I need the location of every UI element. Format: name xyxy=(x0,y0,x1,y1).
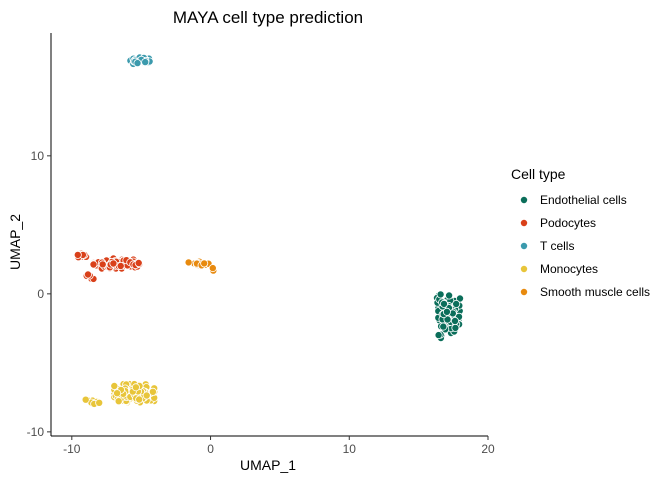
data-points xyxy=(73,53,464,408)
data-point xyxy=(109,259,118,268)
y-tick-label: 0 xyxy=(37,287,44,301)
data-point xyxy=(81,395,90,404)
data-point xyxy=(452,299,461,308)
data-point xyxy=(142,391,151,400)
chart-title: MAYA cell type prediction xyxy=(173,8,363,27)
data-point xyxy=(116,261,125,270)
data-point xyxy=(439,299,448,308)
legend-entry-label: Endothelial cells xyxy=(540,193,627,207)
legend-key xyxy=(520,242,528,250)
data-point xyxy=(445,291,454,300)
data-point xyxy=(434,331,443,340)
x-tick-label: 10 xyxy=(343,442,357,456)
data-point xyxy=(113,389,122,398)
data-point xyxy=(208,264,217,273)
data-point xyxy=(141,58,150,67)
axes: -10 0 10 20 -10 0 10 xyxy=(27,33,495,456)
data-point xyxy=(98,260,107,269)
data-point xyxy=(89,260,98,269)
y-tick-label: 10 xyxy=(31,149,45,163)
y-tick-label: -10 xyxy=(27,425,45,439)
data-point xyxy=(443,315,452,324)
x-tick-label: -10 xyxy=(63,442,81,456)
legend-entry-label: T cells xyxy=(540,239,574,253)
data-point xyxy=(451,323,460,332)
data-point xyxy=(184,258,193,267)
data-point xyxy=(450,316,459,325)
data-point xyxy=(95,398,104,407)
legend-entry-label: Podocytes xyxy=(540,216,596,230)
data-point xyxy=(131,383,140,392)
data-point xyxy=(73,250,82,259)
x-tick-label: 0 xyxy=(207,442,214,456)
data-point xyxy=(135,395,144,404)
legend-entry-label: Monocytes xyxy=(540,262,598,276)
legend-title: Cell type xyxy=(511,166,566,182)
data-point xyxy=(110,381,119,390)
data-point xyxy=(455,294,464,303)
data-point xyxy=(200,259,209,268)
data-point xyxy=(442,307,451,316)
legend: Cell type Endothelial cells Podocytes T ce… xyxy=(511,166,650,299)
x-tick-label: 20 xyxy=(481,442,495,456)
x-axis-title: UMAP_1 xyxy=(240,457,296,473)
data-point xyxy=(436,290,445,299)
legend-key xyxy=(520,265,528,273)
y-axis-title: UMAP_2 xyxy=(7,214,23,270)
data-point xyxy=(148,387,157,396)
legend-key xyxy=(520,196,528,204)
legend-key xyxy=(520,219,528,227)
data-point xyxy=(84,270,93,279)
legend-key xyxy=(520,288,528,296)
legend-entry-label: Smooth muscle cells xyxy=(540,285,650,299)
data-point xyxy=(133,59,142,68)
data-point xyxy=(134,258,143,267)
data-point xyxy=(114,397,123,406)
